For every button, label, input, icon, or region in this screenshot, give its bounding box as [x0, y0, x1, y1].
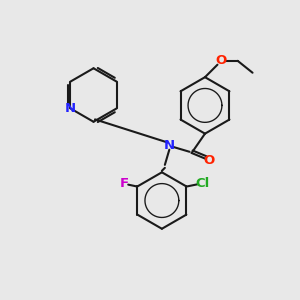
Text: O: O [216, 54, 227, 67]
Text: F: F [119, 177, 129, 190]
Text: N: N [164, 139, 175, 152]
Text: N: N [65, 102, 76, 115]
Text: Cl: Cl [196, 177, 210, 190]
Text: O: O [204, 154, 215, 167]
